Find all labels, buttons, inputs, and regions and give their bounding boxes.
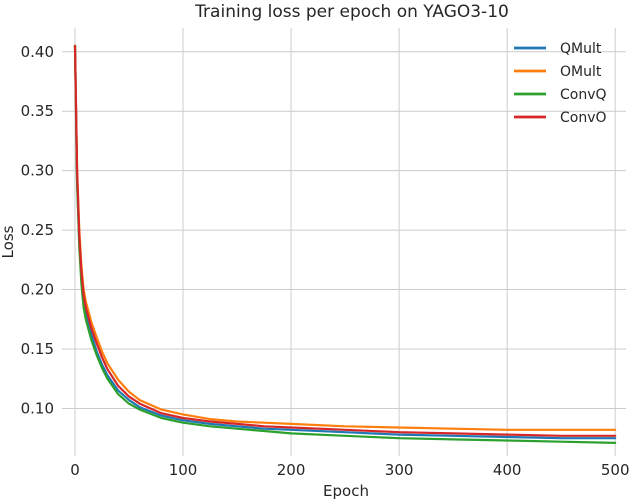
y-tick-label: 0.15 bbox=[21, 340, 54, 358]
y-tick-label: 0.30 bbox=[21, 162, 54, 180]
plot-area bbox=[62, 28, 626, 456]
series-line-convq bbox=[73, 44, 617, 444]
x-tick-label: 100 bbox=[169, 461, 198, 479]
x-tick-label: 400 bbox=[493, 461, 522, 479]
series-line-convo bbox=[73, 44, 617, 437]
x-tick-label: 300 bbox=[385, 461, 414, 479]
x-axis-label: Epoch bbox=[323, 482, 369, 500]
x-tick-label: 0 bbox=[70, 461, 80, 479]
x-tick-label: 500 bbox=[601, 461, 630, 479]
y-tick-label: 0.20 bbox=[21, 281, 54, 299]
legend-label: ConvQ bbox=[560, 87, 607, 103]
y-tick-label: 0.35 bbox=[21, 102, 54, 120]
legend-label: OMult bbox=[560, 64, 602, 80]
y-tick-label: 0.40 bbox=[21, 43, 54, 61]
x-tick-label: 200 bbox=[277, 461, 306, 479]
y-axis-label: Loss bbox=[0, 225, 17, 258]
y-tick-label: 0.10 bbox=[21, 399, 54, 417]
legend-label: QMult bbox=[560, 41, 602, 57]
chart-title: Training loss per epoch on YAGO3-10 bbox=[194, 2, 509, 22]
legend-label: ConvO bbox=[560, 110, 607, 126]
y-tick-label: 0.25 bbox=[21, 221, 54, 239]
